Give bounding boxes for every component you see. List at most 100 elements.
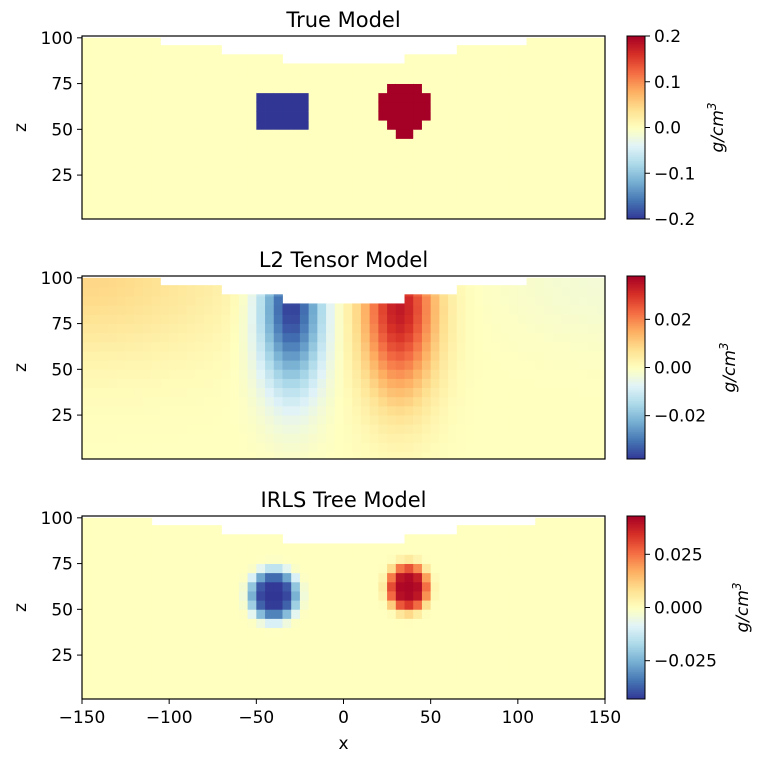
heatmap-cell — [413, 655, 423, 665]
heatmap-cell — [308, 63, 318, 66]
heatmap-cell — [456, 396, 466, 407]
heatmap-cell — [334, 165, 344, 176]
heatmap-cell — [413, 673, 423, 683]
heatmap-cell — [195, 387, 205, 398]
heatmap-cell — [395, 63, 405, 66]
heatmap-cell — [596, 341, 606, 352]
heatmap-cell — [108, 545, 118, 555]
heatmap-cell — [317, 636, 327, 647]
heatmap-cell — [360, 369, 371, 379]
heatmap-cell — [491, 83, 501, 94]
heatmap-cell — [474, 378, 484, 389]
heatmap-cell — [186, 618, 196, 629]
heatmap-cell — [500, 424, 510, 434]
heatmap-cell — [430, 442, 440, 453]
heatmap-cell — [500, 129, 510, 139]
heatmap-cell — [273, 323, 283, 334]
heatmap-cell — [108, 415, 118, 425]
heatmap-cell — [204, 572, 214, 583]
heatmap-cell — [116, 332, 126, 343]
heatmap-cell — [151, 360, 161, 370]
heatmap-cell — [299, 387, 310, 398]
heatmap-cell — [204, 645, 214, 656]
heatmap-cell — [474, 83, 484, 94]
heatmap-cell — [90, 65, 100, 75]
heatmap-cell — [326, 193, 336, 203]
heatmap-cell — [326, 303, 336, 306]
heatmap-cell — [125, 554, 135, 564]
heatmap-cell — [500, 591, 510, 601]
heatmap-cell — [82, 396, 92, 407]
heatmap-cell — [465, 138, 475, 149]
heatmap-cell — [570, 682, 580, 693]
heatmap-cell — [134, 517, 144, 528]
heatmap-cell — [273, 193, 283, 203]
heatmap-cell — [108, 202, 118, 213]
heatmap-cell — [177, 645, 187, 656]
heatmap-cell — [413, 636, 423, 647]
heatmap-cell — [291, 138, 301, 149]
heatmap-cell — [212, 387, 222, 398]
heatmap-cell — [195, 655, 205, 665]
heatmap-cell — [570, 405, 580, 416]
heatmap-cell — [570, 563, 580, 574]
heatmap-cell — [491, 101, 501, 112]
heatmap-cell — [404, 618, 414, 629]
colorbar-segment — [627, 517, 645, 521]
heatmap-cell — [282, 101, 292, 112]
heatmap-cell — [596, 360, 606, 370]
heatmap-cell — [99, 165, 109, 176]
heatmap-cell — [151, 636, 161, 647]
heatmap-cell — [360, 351, 371, 361]
heatmap-cell — [578, 369, 588, 379]
colorbar-segment — [627, 688, 645, 691]
heatmap-cell — [238, 636, 249, 647]
heatmap-cell — [543, 618, 554, 629]
heatmap-cell — [82, 673, 92, 683]
heatmap-cell — [108, 424, 118, 434]
heatmap-cell — [195, 296, 205, 306]
heatmap-cell — [517, 175, 527, 185]
heatmap-cell — [491, 369, 501, 379]
heatmap-cell — [535, 572, 545, 583]
heatmap-cell — [526, 405, 536, 416]
heatmap-cell — [125, 536, 135, 546]
heatmap-cell — [413, 129, 423, 139]
heatmap-cell — [169, 56, 179, 66]
heatmap-cell — [317, 673, 327, 683]
heatmap-cell — [465, 655, 475, 665]
heatmap-cell — [334, 129, 344, 139]
heatmap-cell — [299, 378, 310, 389]
heatmap-cell — [195, 609, 205, 619]
heatmap-cell — [456, 193, 466, 203]
heatmap-cell — [526, 682, 536, 693]
heatmap-cell — [160, 664, 170, 674]
heatmap-cell — [578, 378, 588, 389]
heatmap-cell — [517, 405, 527, 416]
heatmap-cell — [491, 691, 501, 700]
heatmap-cell — [334, 609, 344, 619]
heatmap-cell — [186, 285, 196, 288]
heatmap-cell — [500, 691, 510, 700]
heatmap-cell — [221, 609, 231, 619]
heatmap-cell — [256, 74, 266, 84]
heatmap-cell — [509, 332, 519, 343]
heatmap-cell — [395, 433, 405, 443]
heatmap-cell — [474, 581, 484, 592]
heatmap-cell — [474, 351, 484, 361]
heatmap-cell — [474, 572, 484, 583]
heatmap-cell — [230, 211, 240, 220]
heatmap-cell — [273, 54, 283, 57]
heatmap-cell — [543, 56, 554, 66]
heatmap-cell — [134, 37, 144, 48]
heatmap-cell — [160, 120, 170, 130]
heatmap-cell — [326, 655, 336, 665]
heatmap-cell — [482, 92, 493, 103]
heatmap-cell — [465, 341, 475, 352]
heatmap-cell — [221, 673, 231, 683]
heatmap-cell — [448, 202, 458, 213]
heatmap-cell — [299, 618, 310, 629]
heatmap-cell — [273, 451, 283, 460]
heatmap-cell — [596, 645, 606, 656]
